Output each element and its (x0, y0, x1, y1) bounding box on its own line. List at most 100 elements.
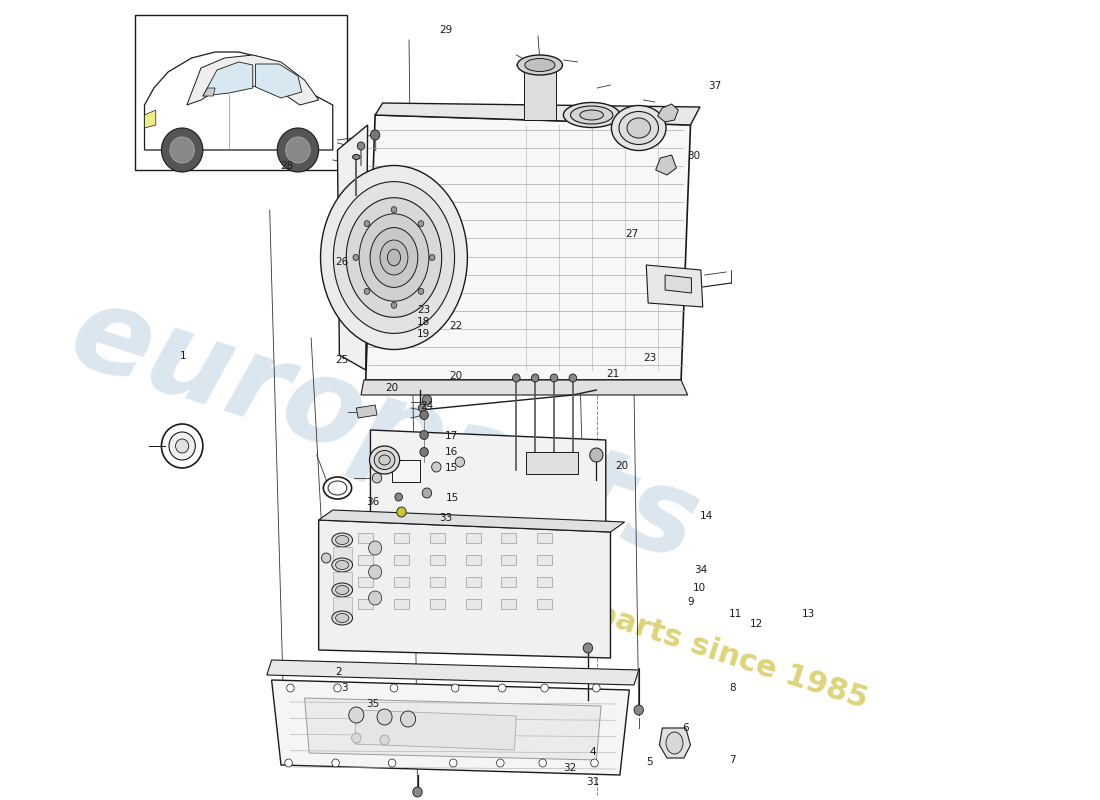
Polygon shape (356, 405, 377, 418)
Ellipse shape (612, 106, 666, 150)
Circle shape (397, 507, 406, 517)
Text: 16: 16 (446, 447, 459, 457)
Bar (359, 599, 373, 609)
Text: 28: 28 (280, 162, 294, 171)
Text: 3: 3 (341, 683, 348, 693)
Circle shape (333, 684, 341, 692)
Text: 23: 23 (642, 354, 657, 363)
Bar (359, 533, 373, 543)
Bar (135, 15, 346, 170)
Polygon shape (272, 680, 629, 775)
Polygon shape (647, 265, 703, 307)
Text: 24: 24 (420, 402, 433, 411)
Ellipse shape (332, 558, 353, 572)
Circle shape (368, 541, 382, 555)
Circle shape (349, 707, 364, 723)
Bar (392, 460, 420, 482)
Text: 12: 12 (749, 619, 762, 629)
Polygon shape (666, 275, 692, 293)
Circle shape (353, 254, 359, 261)
Circle shape (358, 142, 365, 150)
Circle shape (169, 432, 196, 460)
Text: 29: 29 (439, 26, 452, 35)
Circle shape (412, 787, 422, 797)
Circle shape (429, 254, 434, 261)
Circle shape (422, 488, 431, 498)
Polygon shape (338, 125, 367, 370)
Text: 5: 5 (646, 757, 653, 766)
Text: 19: 19 (417, 330, 430, 339)
Text: europarts: europarts (56, 274, 713, 586)
Circle shape (418, 288, 424, 294)
Text: 7: 7 (729, 755, 736, 765)
Text: 18: 18 (417, 317, 430, 326)
Ellipse shape (336, 586, 349, 594)
Circle shape (531, 374, 539, 382)
Bar (465, 577, 481, 587)
Circle shape (364, 288, 370, 294)
Circle shape (169, 137, 195, 163)
Circle shape (285, 759, 293, 767)
Ellipse shape (332, 583, 353, 597)
Polygon shape (659, 728, 691, 758)
Ellipse shape (359, 214, 429, 302)
Bar (502, 599, 516, 609)
Bar (394, 599, 409, 609)
Circle shape (451, 684, 459, 692)
Ellipse shape (619, 111, 659, 145)
Circle shape (431, 462, 441, 472)
Polygon shape (267, 660, 639, 685)
Bar (430, 533, 444, 543)
Bar (537, 577, 552, 587)
Ellipse shape (387, 250, 400, 266)
Ellipse shape (336, 535, 349, 545)
Circle shape (176, 439, 189, 453)
Text: 27: 27 (625, 229, 639, 238)
Bar (537, 599, 552, 609)
Polygon shape (202, 62, 253, 96)
Circle shape (418, 221, 424, 226)
Polygon shape (187, 55, 319, 105)
Ellipse shape (346, 198, 442, 318)
Circle shape (372, 473, 382, 483)
Circle shape (593, 684, 601, 692)
Text: 23: 23 (417, 306, 430, 315)
Text: 14: 14 (700, 511, 713, 521)
Polygon shape (371, 430, 606, 535)
Circle shape (583, 643, 593, 653)
Text: 31: 31 (586, 778, 600, 787)
Circle shape (634, 705, 643, 715)
Circle shape (550, 374, 558, 382)
Text: 36: 36 (366, 498, 379, 507)
Bar (359, 555, 373, 565)
Circle shape (450, 759, 456, 767)
Ellipse shape (333, 182, 454, 334)
Circle shape (418, 404, 426, 412)
Circle shape (390, 684, 398, 692)
Circle shape (420, 447, 428, 457)
Bar (333, 597, 352, 615)
Polygon shape (255, 64, 301, 98)
Text: 13: 13 (802, 610, 815, 619)
Circle shape (541, 684, 549, 692)
Text: 22: 22 (449, 322, 462, 331)
Circle shape (287, 684, 294, 692)
Text: 21: 21 (607, 370, 620, 379)
Circle shape (420, 430, 428, 439)
Text: 20: 20 (450, 371, 462, 381)
Text: 37: 37 (708, 82, 722, 91)
Circle shape (352, 733, 361, 743)
Ellipse shape (320, 166, 468, 350)
Bar (502, 555, 516, 565)
Text: a passion for parts since 1985: a passion for parts since 1985 (368, 526, 871, 714)
Ellipse shape (525, 58, 554, 71)
Text: 34: 34 (694, 565, 707, 574)
Circle shape (377, 709, 392, 725)
Bar (430, 599, 444, 609)
Ellipse shape (353, 154, 360, 159)
Ellipse shape (336, 561, 349, 570)
Text: 8: 8 (729, 683, 736, 693)
Bar (333, 547, 352, 565)
Polygon shape (319, 520, 610, 658)
Ellipse shape (332, 611, 353, 625)
